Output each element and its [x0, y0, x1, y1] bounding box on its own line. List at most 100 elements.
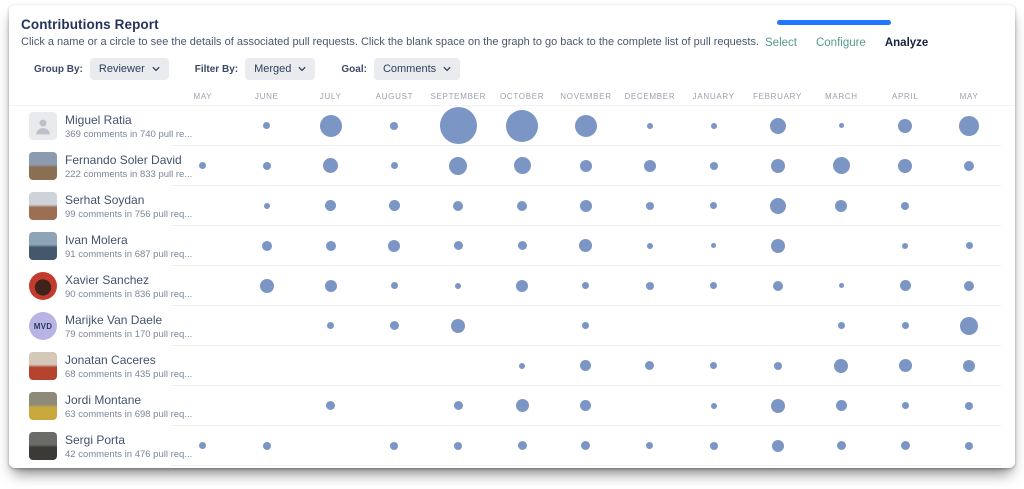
bubble[interactable] — [770, 238, 785, 253]
chart-cell[interactable] — [363, 226, 427, 265]
bubble[interactable] — [645, 361, 655, 370]
bubble[interactable] — [838, 123, 844, 128]
chart-cell[interactable] — [873, 146, 937, 185]
chart-cell[interactable] — [873, 226, 937, 265]
person-name[interactable]: Jonatan Caceres — [65, 352, 156, 367]
bubble[interactable] — [259, 278, 274, 293]
chart-cell[interactable] — [490, 346, 554, 385]
chart-cell[interactable] — [746, 226, 810, 265]
bubble[interactable] — [645, 201, 654, 210]
chart-cell[interactable] — [873, 346, 937, 385]
chart-cell[interactable] — [746, 186, 810, 225]
bubble[interactable] — [390, 441, 399, 450]
bubble[interactable] — [580, 360, 592, 371]
bubble[interactable] — [900, 441, 910, 450]
bubble[interactable] — [580, 400, 592, 411]
chart-cell[interactable] — [363, 186, 427, 225]
chart-cell[interactable] — [873, 266, 937, 305]
chart-cell[interactable] — [171, 386, 235, 425]
bubble[interactable] — [326, 401, 336, 410]
bubble[interactable] — [389, 321, 399, 330]
chart-cell[interactable] — [554, 266, 618, 305]
bubble[interactable] — [581, 441, 591, 450]
bubble[interactable] — [579, 239, 593, 252]
chart-cell[interactable] — [235, 346, 299, 385]
chart-cell[interactable] — [299, 106, 363, 145]
chart-cell[interactable] — [363, 386, 427, 425]
chart-cell[interactable] — [299, 346, 363, 385]
chart-cell[interactable] — [809, 266, 873, 305]
chart-cell[interactable] — [299, 306, 363, 345]
bubble[interactable] — [325, 240, 336, 251]
bubble[interactable] — [898, 359, 912, 372]
tab-configure[interactable]: Configure — [815, 37, 866, 49]
chart-cell[interactable] — [299, 146, 363, 185]
bubble[interactable] — [449, 156, 468, 175]
chart-cell[interactable] — [618, 146, 682, 185]
chart-row-cells[interactable] — [171, 146, 1001, 186]
bubble-chart[interactable]: MAY JUNE JULY AUGUST SEPTEMBER OCTOBER NOVEMBE… — [9, 88, 1015, 466]
chart-cell[interactable] — [873, 426, 937, 465]
chart-cell[interactable] — [426, 146, 490, 185]
chart-cell[interactable] — [746, 386, 810, 425]
person-cell[interactable]: Serhat Soydan 99 comments in 756 pull req… — [9, 186, 192, 226]
chart-cell[interactable] — [299, 266, 363, 305]
chart-cell[interactable] — [554, 386, 618, 425]
chart-cell[interactable] — [809, 386, 873, 425]
bubble[interactable] — [709, 441, 718, 450]
bubble[interactable] — [574, 114, 597, 137]
chart-cell[interactable] — [682, 426, 746, 465]
chart-cell[interactable] — [426, 306, 490, 345]
chart-cell[interactable] — [937, 386, 1001, 425]
chart-cell[interactable] — [235, 426, 299, 465]
bubble[interactable] — [773, 361, 782, 370]
bubble[interactable] — [516, 279, 529, 292]
chart-cell[interactable] — [426, 346, 490, 385]
chart-cell[interactable] — [490, 266, 554, 305]
chart-cell[interactable] — [937, 306, 1001, 345]
chart-cell[interactable] — [618, 346, 682, 385]
person-cell[interactable]: Xavier Sanchez 90 comments in 836 pull re… — [9, 266, 192, 306]
bubble[interactable] — [769, 117, 786, 134]
bubble[interactable] — [325, 200, 337, 211]
chart-cell[interactable] — [746, 426, 810, 465]
bubble[interactable] — [263, 202, 270, 209]
chart-cell[interactable] — [235, 226, 299, 265]
bubble[interactable] — [838, 283, 844, 288]
person-cell[interactable]: Miguel Ratia 369 comments in 740 pull re.… — [9, 106, 192, 146]
chart-cell[interactable] — [618, 306, 682, 345]
bubble[interactable] — [963, 359, 976, 372]
person-cell[interactable]: Sergi Porta 42 comments in 476 pull req..… — [9, 426, 192, 466]
bubble[interactable] — [517, 441, 527, 450]
chart-cell[interactable] — [682, 146, 746, 185]
chart-cell[interactable] — [618, 226, 682, 265]
chart-cell[interactable] — [299, 186, 363, 225]
filter-by-dropdown[interactable]: Merged — [245, 58, 316, 80]
bubble[interactable] — [645, 281, 654, 290]
chart-cell[interactable] — [171, 146, 235, 185]
group-by-dropdown[interactable]: Reviewer — [89, 58, 169, 80]
bubble[interactable] — [262, 441, 271, 450]
chart-cell[interactable] — [873, 186, 937, 225]
bubble[interactable] — [646, 242, 653, 249]
bubble[interactable] — [390, 121, 399, 130]
chart-cell[interactable] — [809, 146, 873, 185]
chart-cell[interactable] — [426, 386, 490, 425]
chart-cell[interactable] — [426, 426, 490, 465]
bubble[interactable] — [519, 362, 526, 369]
bubble[interactable] — [710, 362, 718, 369]
bubble[interactable] — [199, 162, 207, 169]
bubble[interactable] — [455, 282, 462, 289]
chart-cell[interactable] — [937, 426, 1001, 465]
bubble[interactable] — [327, 322, 335, 329]
chart-row-cells[interactable] — [171, 426, 1001, 466]
bubble[interactable] — [836, 441, 846, 450]
person-cell[interactable]: Fernando Soler David 222 comments in 833 … — [9, 146, 192, 186]
chart-cell[interactable] — [171, 226, 235, 265]
bubble[interactable] — [959, 115, 980, 136]
chart-row-cells[interactable] — [171, 266, 1001, 306]
bubble[interactable] — [710, 282, 718, 289]
chart-cell[interactable] — [682, 226, 746, 265]
bubble[interactable] — [770, 158, 785, 173]
chart-cell[interactable] — [426, 226, 490, 265]
